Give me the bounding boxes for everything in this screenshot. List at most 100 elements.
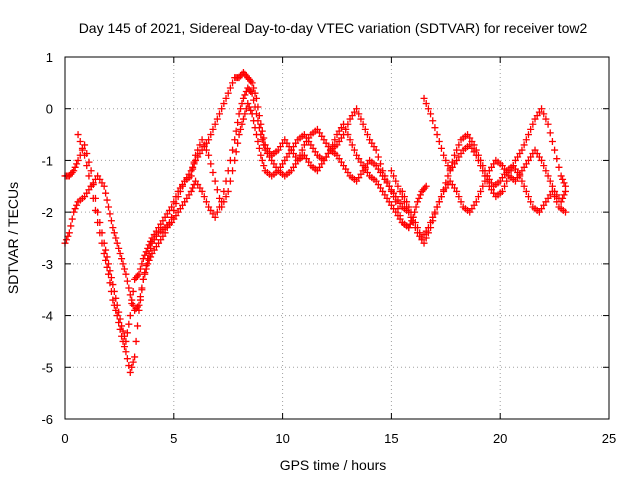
data-point <box>147 237 155 245</box>
data-point <box>551 146 559 154</box>
data-point <box>457 198 465 206</box>
data-point <box>260 162 268 170</box>
data-point <box>168 213 176 221</box>
data-point <box>138 286 146 294</box>
data-point <box>254 137 262 145</box>
data-point <box>68 215 76 223</box>
data-point <box>474 193 482 201</box>
data-point <box>414 198 422 206</box>
data-point <box>252 131 260 139</box>
data-point <box>85 172 93 180</box>
data-point <box>520 182 528 190</box>
data-point <box>91 206 99 214</box>
data-point <box>70 167 78 175</box>
data-point <box>553 155 561 163</box>
data-point <box>163 224 171 232</box>
plot-frame <box>64 56 610 420</box>
data-point <box>411 218 419 226</box>
chart-title: Day 145 of 2021, Sidereal Day-to-day VTE… <box>79 20 588 36</box>
data-point <box>538 105 546 113</box>
data-point <box>62 236 70 244</box>
y-tick-label: -6 <box>41 412 53 427</box>
data-point <box>422 100 430 108</box>
data-point <box>344 131 352 139</box>
data-point <box>106 210 114 218</box>
data-point <box>73 201 81 209</box>
data-point <box>363 131 371 139</box>
data-point <box>416 191 424 199</box>
data-point <box>232 148 240 156</box>
data-point <box>76 137 84 145</box>
data-point <box>416 229 424 237</box>
data-point <box>527 198 535 206</box>
data-point <box>115 244 123 252</box>
data-point <box>258 136 266 144</box>
data-point <box>118 255 126 263</box>
data-point <box>377 160 385 168</box>
data-point <box>64 232 72 240</box>
data-point <box>107 287 115 295</box>
data-point <box>190 158 198 166</box>
data-point <box>110 229 118 237</box>
data-point <box>105 270 113 278</box>
data-point <box>422 182 430 190</box>
data-point <box>503 177 511 185</box>
data-point <box>102 256 110 264</box>
data-point <box>123 329 131 337</box>
y-tick-label: -1 <box>41 153 53 168</box>
data-point <box>412 203 420 211</box>
data-point <box>113 239 121 247</box>
data-point <box>211 120 219 128</box>
data-point <box>433 131 441 139</box>
data-point <box>131 353 139 361</box>
data-point <box>94 218 102 226</box>
data-point <box>235 131 243 139</box>
data-point <box>147 253 155 261</box>
data-point <box>409 213 417 221</box>
data-point <box>548 137 556 145</box>
y-axis-label: SDTVAR / TECUs <box>5 182 21 294</box>
data-point <box>224 89 232 97</box>
data-point <box>448 158 456 166</box>
data-point <box>544 172 552 180</box>
data-point <box>403 198 411 206</box>
data-point <box>113 312 121 320</box>
data-point <box>141 270 149 278</box>
data-point <box>135 306 143 314</box>
data-point <box>435 137 443 145</box>
data-point <box>174 193 182 201</box>
data-point <box>116 325 124 333</box>
data-point <box>81 151 89 159</box>
data-point <box>451 151 459 159</box>
data-point <box>192 151 200 159</box>
data-point <box>248 89 256 97</box>
data-point <box>538 156 546 164</box>
data-point <box>387 167 395 175</box>
data-point <box>415 194 423 202</box>
data-point <box>498 187 506 195</box>
data-point <box>231 156 239 164</box>
data-point <box>78 144 86 152</box>
data-point <box>176 187 184 195</box>
data-point <box>479 162 487 170</box>
data-point <box>359 120 367 128</box>
data-point <box>218 105 226 113</box>
data-point <box>561 182 569 190</box>
data-point <box>218 203 226 211</box>
data-point <box>346 136 354 144</box>
data-point <box>329 141 337 149</box>
data-point <box>122 348 130 356</box>
data-point <box>453 187 461 195</box>
data-point <box>202 146 210 154</box>
data-point <box>238 120 246 128</box>
data-point <box>71 205 79 213</box>
data-point <box>355 110 363 118</box>
data-point <box>229 79 237 87</box>
data-point <box>398 187 406 195</box>
data-point <box>442 179 450 187</box>
data-point <box>102 189 110 197</box>
data-point <box>237 125 245 133</box>
data-point <box>394 182 402 190</box>
data-point <box>239 115 247 123</box>
data-point <box>67 222 75 230</box>
